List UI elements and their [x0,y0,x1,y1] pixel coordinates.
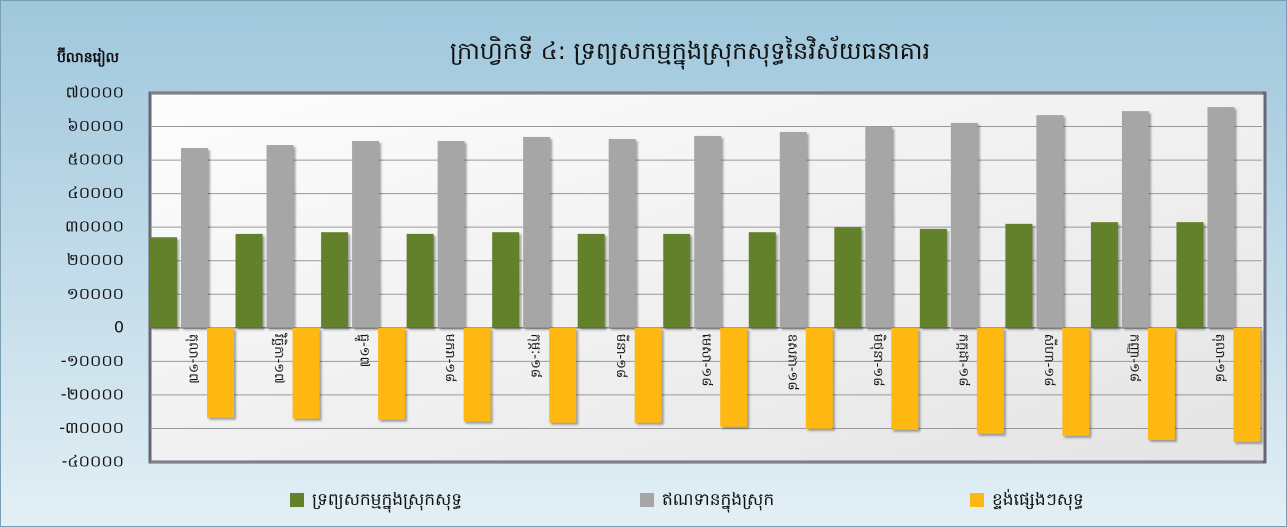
bar [720,327,748,427]
x-tick-label: ធ្នូ-១៧ [355,334,372,367]
y-tick-label: -២០០០០ [61,384,124,403]
legend-label: ទ្រព្យសកម្មក្នុងស្រុកសុទ្ធ [312,490,462,513]
bar [352,140,380,328]
bar [1121,111,1149,328]
chart-title: ក្រាហ្វិកទី ៤: ទ្រព្យសកម្មក្នុងស្រុកសុទ្… [450,35,930,70]
bar [1207,107,1235,328]
bar [779,131,807,328]
x-tick-label: តុលា-១៧ [185,334,201,384]
x-tick-label: មករា-១៨ [442,334,457,383]
x-tick-label: មេសា-១៨ [699,334,714,387]
legend-swatch [290,493,304,507]
x-tick-label: សីហា-១៨ [1041,334,1058,387]
bar [1062,327,1090,436]
y-tick-label: -៣០០០០ [59,418,124,437]
x-tick-label: កុម្ភៈ-១៨ [527,334,543,378]
bar [1233,327,1261,442]
bar [207,327,234,418]
y-tick-label: 0 [114,317,124,336]
bar [1036,115,1064,328]
y-tick-label: ៤០០០០ [67,183,124,202]
bar [181,148,208,328]
x-tick-label: កក្កដា-១៨ [955,334,970,387]
y-tick-label: ២០០០០ [67,250,124,269]
bar [1176,222,1204,328]
y-tick-label: ៥០០០០ [67,150,124,169]
legend-swatch [640,493,654,507]
bar [919,228,947,328]
bar [608,138,636,328]
bar [292,327,320,419]
bar [1090,222,1118,328]
bar [634,327,662,423]
x-tick-label: តុលា-១៨ [1211,334,1227,383]
bar [834,227,862,328]
y-tick-label: ៧០០០០ [66,83,124,102]
bar [406,233,434,328]
legend-label: ខ្ទង់ផ្សេងៗសុទ្ធ [992,488,1084,511]
bar [266,144,294,328]
y-tick-label: ១០០០០ [67,284,124,303]
bar [463,327,491,422]
bar [235,233,263,328]
bar [694,135,722,328]
bar [976,327,1004,434]
y-axis-label: ប៊ីលានរៀល [57,47,119,67]
bar [150,237,177,328]
x-tick-label: ឧសភា-១៨ [784,334,799,391]
x-tick-label: មិថុនា-១៨ [869,334,887,387]
x-tick-label: មីនា-១៨ [613,334,630,378]
bar [950,122,978,328]
legend-label: ឥណទានក្នុងស្រុក [662,490,774,513]
bar [437,140,465,328]
bar [865,126,893,328]
x-tick-label: វិច្ឆិកា-១៧ [271,333,288,384]
y-tick-label: ៣០០០០ [65,217,124,236]
bar [663,233,691,328]
legend-swatch [970,493,984,507]
bar [1147,327,1175,440]
bar [891,327,919,430]
bar [321,232,349,328]
bar [577,233,605,328]
y-tick-label: -១០០០០ [61,351,124,370]
y-tick-label: ៦០០០០ [67,116,124,135]
bar [549,327,577,423]
bar [492,232,520,328]
bar [1005,223,1033,328]
bar [523,136,551,328]
bar [378,327,406,420]
x-tick-label: កញ្ញា-១៨ [1126,334,1141,382]
y-tick-label: -៤០០០០ [62,452,124,471]
bar [805,327,833,429]
bar [748,232,776,328]
